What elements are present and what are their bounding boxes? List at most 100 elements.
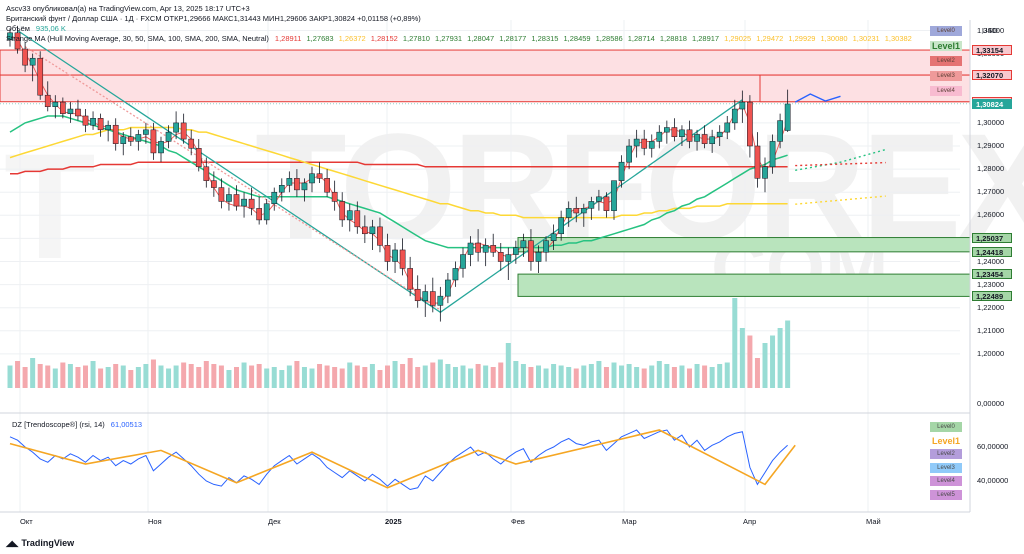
candle-body xyxy=(603,196,610,211)
candle-body xyxy=(565,208,572,218)
volume-bar xyxy=(573,368,579,388)
volume-bar xyxy=(709,367,715,388)
time-axis-label: Фев xyxy=(511,517,525,526)
volume-bar xyxy=(30,358,36,388)
volume-bar xyxy=(543,368,549,388)
candle-body xyxy=(377,226,383,246)
tradingview-footer[interactable]: ◢◣ TradingView xyxy=(6,538,74,548)
volume-bar xyxy=(256,364,262,388)
candle-body xyxy=(241,198,247,207)
candle-body xyxy=(218,187,225,202)
volume-bar xyxy=(309,368,315,388)
ma-value: 1,29472 xyxy=(756,34,784,43)
candle-body xyxy=(67,108,74,114)
volume-bar xyxy=(483,365,489,388)
time-axis-label: Дек xyxy=(268,517,281,526)
candle-body xyxy=(513,247,519,255)
time-axis-label: 2025 xyxy=(385,517,402,526)
sma-200-line xyxy=(10,161,788,175)
candle-body xyxy=(452,268,459,281)
volume-bar xyxy=(664,364,670,388)
price-tag: 1,22489 xyxy=(972,291,1012,302)
sma-100-line xyxy=(9,126,788,219)
candle-body xyxy=(44,94,51,107)
volume-bar xyxy=(671,367,677,388)
price-tick-label: 1,30000 xyxy=(977,117,1005,127)
volume-bar xyxy=(581,365,587,388)
candle-body xyxy=(52,101,59,107)
candle-body xyxy=(150,129,157,154)
volume-bar xyxy=(566,367,572,388)
rsi-tick-label: 60,00000 xyxy=(977,442,1009,451)
candle-body xyxy=(331,191,338,202)
candle-body xyxy=(211,180,217,188)
ma-value: 1,26372 xyxy=(338,34,366,43)
volume-bar xyxy=(339,368,345,388)
candle-body xyxy=(445,279,451,297)
volume-bar xyxy=(332,367,338,388)
volume-bar xyxy=(7,365,13,388)
level-legend-item: Level2 xyxy=(930,56,962,66)
volume-bar xyxy=(67,364,73,388)
volume-bar xyxy=(128,370,134,388)
rsi-label: DZ [Trendoscope®] (rsi, 14) xyxy=(12,420,105,429)
publisher-line: Ascv33 опубликовал(а) на TradingView.com… xyxy=(6,4,250,13)
volume-bar xyxy=(135,367,141,388)
volume-bar xyxy=(558,365,564,388)
candle-body xyxy=(97,118,104,131)
volume-bar xyxy=(460,365,466,388)
volume-bar xyxy=(603,367,609,388)
volume-bar xyxy=(317,364,323,388)
price-tick-label: 1,27000 xyxy=(977,187,1005,197)
candle-body xyxy=(263,203,270,221)
volume-bar xyxy=(45,365,51,388)
candle-body xyxy=(158,141,164,154)
candle-body xyxy=(633,138,640,147)
candle-body xyxy=(384,245,391,262)
ma-label: Strange MA (Hull Moving Average, 30, 50,… xyxy=(6,34,269,43)
candle-body xyxy=(460,254,466,269)
price-tick-label: 1,22000 xyxy=(977,302,1005,312)
candle-body xyxy=(369,226,376,235)
volume-bar xyxy=(211,364,217,388)
tradingview-logo-icon: ◢◣ xyxy=(6,539,19,548)
symbol-line[interactable]: Британский фунт / Доллар США · 1Д · FXCM… xyxy=(6,14,421,23)
currency-label[interactable]: USD xyxy=(982,26,998,35)
volume-bar xyxy=(279,370,285,388)
time-axis-label: Апр xyxy=(743,517,757,526)
volume-bar xyxy=(513,361,519,388)
price-tick-label: 1,23000 xyxy=(977,279,1005,289)
candle-body xyxy=(346,210,353,221)
candle-body xyxy=(180,122,187,140)
ma-value: 1,29929 xyxy=(788,34,816,43)
price-tick-label: 1,24000 xyxy=(977,256,1005,266)
candle-body xyxy=(429,291,436,306)
level-legend-item: Level3 xyxy=(930,71,962,81)
volume-bar xyxy=(588,364,594,388)
ma-value: 1,28177 xyxy=(499,34,527,43)
price-tick-label: 0,00000 xyxy=(977,399,1005,408)
volume-bar xyxy=(105,367,111,388)
volume-bar xyxy=(528,367,534,388)
candle-body xyxy=(679,129,685,138)
candle-body xyxy=(354,210,361,228)
volume-bar xyxy=(150,359,156,388)
volume-bar xyxy=(218,365,224,388)
candle-body xyxy=(188,138,195,149)
price-tag: 1,33154 xyxy=(972,45,1012,56)
volume-bar xyxy=(415,367,421,388)
candle-body xyxy=(626,145,632,163)
candle-body xyxy=(686,129,693,142)
candle-body xyxy=(467,242,474,255)
candle-body xyxy=(482,245,489,253)
volume-bar xyxy=(158,365,164,388)
volume-bar xyxy=(143,364,149,388)
candle-body xyxy=(248,198,255,209)
candle-body xyxy=(724,122,731,133)
rsi-tick-label: 40,00000 xyxy=(977,476,1009,485)
ma-value: 1,28315 xyxy=(531,34,559,43)
volume-bar xyxy=(475,364,481,388)
candle-body xyxy=(528,240,534,262)
price-tick-label: 1,20000 xyxy=(977,348,1005,358)
